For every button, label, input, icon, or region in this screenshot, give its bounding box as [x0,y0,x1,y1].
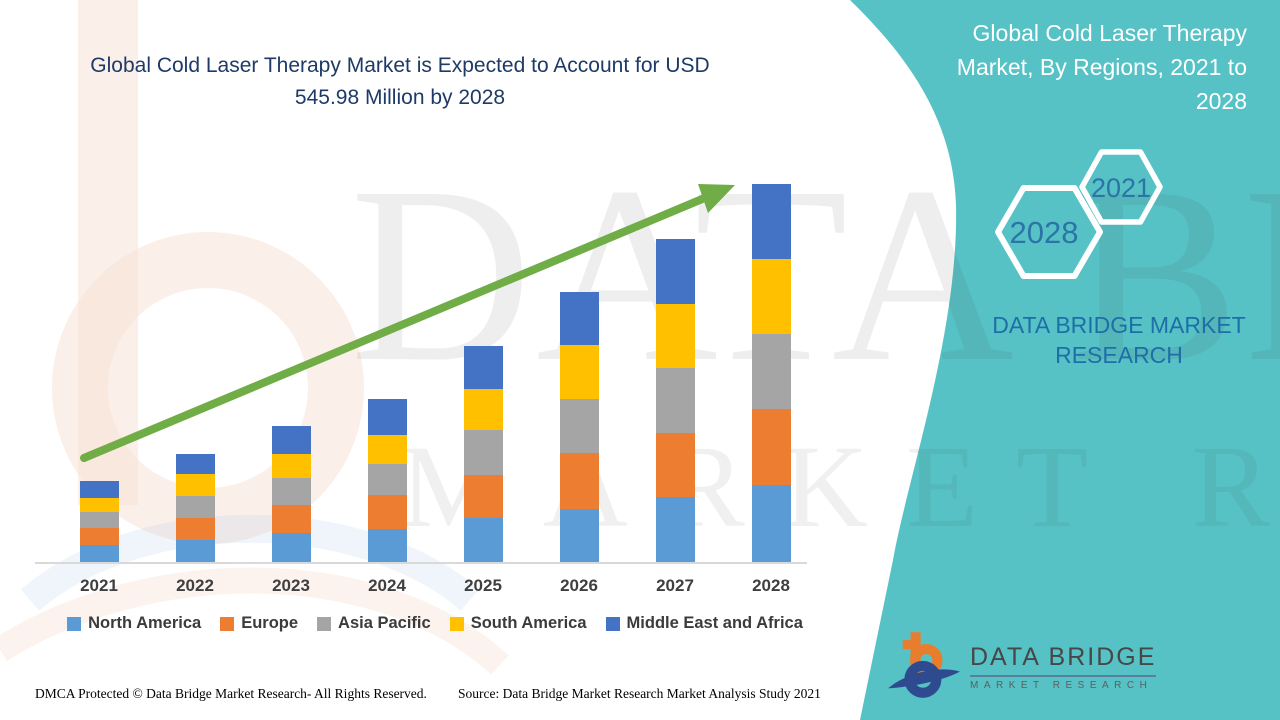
bar-segment-2024 [367,494,407,529]
hexagon-2028-label: 2028 [1010,215,1079,250]
logo-name: DATA BRIDGE [970,643,1157,677]
side-panel-title-line2: Market, By Regions, 2021 to [956,54,1247,80]
legend-label: Europe [241,614,299,632]
bar-segment-2021 [79,511,119,528]
x-axis-line [35,562,807,564]
bar-segment-2022 [175,539,215,562]
bar-segment-2021 [79,480,119,498]
bar-segment-2028 [751,484,791,562]
bar-2028 [751,184,791,562]
bar-segment-2023 [271,532,311,562]
bar-segment-2022 [175,517,215,540]
legend-item-middle-east-and-africa: Middle East and Africa [605,614,803,633]
logo-text-block: DATA BRIDGE MARKET RESEARCH [970,643,1157,691]
side-panel-brand-text: DATA BRIDGE MARKET RESEARCH [992,312,1246,368]
side-panel-title-line1: Global Cold Laser Therapy [972,20,1247,46]
legend-swatch [605,616,620,631]
legend-item-south-america: South America [449,614,587,633]
bar-segment-2028 [751,258,791,335]
bar-segment-2027 [655,496,695,562]
x-axis-label-2025: 2025 [464,576,502,595]
bar-segment-2026 [559,453,599,509]
legend-item-europe: Europe [220,614,298,633]
x-axis-label-2027: 2027 [656,576,694,595]
bar-segment-2026 [559,508,599,562]
chart-title: Global Cold Laser Therapy Market is Expe… [90,54,710,109]
legend-label: North America [88,614,202,632]
x-axis-label-2023: 2023 [272,576,310,595]
x-axis-label-2024: 2024 [368,576,406,595]
dmca-note: DMCA Protected © Data Bridge Market Rese… [35,686,427,701]
x-axis-label-2021: 2021 [80,576,118,595]
bar-segment-2021 [79,497,119,512]
side-panel-title: Global Cold Laser Therapy Market, By Reg… [907,16,1247,118]
legend-swatch [449,616,464,631]
bar-segment-2025 [463,517,503,562]
x-axis-labels: 2021 2022 2023 2024 2025 2026 2027 2028 [35,576,825,600]
legend-item-north-america: North America [67,614,201,633]
databridge-logo: DATA BRIDGE MARKET RESEARCH [888,630,1157,704]
hexagon-2021-icon [1079,149,1163,225]
side-panel-title-line3: 2028 [1195,88,1247,114]
bar-segment-2028 [751,184,791,259]
bar-segment-2022 [175,495,215,518]
chart-legend: North America Europe Asia Pacific South Ame… [35,614,835,633]
bar-segment-2024 [367,463,407,495]
x-axis-label-2022: 2022 [176,576,214,595]
bar-segment-2023 [271,477,311,505]
legend-swatch [220,616,235,631]
databridge-logo-icon [888,632,960,698]
legend-label: South America [470,614,587,632]
bar-segment-2023 [271,504,311,533]
legend-label: Middle East and Africa [626,614,803,632]
bar-segment-2028 [751,409,791,485]
legend-item-asia-pacific: Asia Pacific [317,614,431,633]
x-axis-label-2026: 2026 [560,576,598,595]
bar-segment-2021 [79,544,119,562]
legend-label: Asia Pacific [338,614,431,632]
bar-segment-2022 [175,473,215,496]
bar-2021 [79,480,119,562]
hexagon-2021-label: 2021 [1091,173,1151,203]
bar-segment-2028 [751,334,791,410]
legend-swatch [317,616,332,631]
legend-swatch [67,616,82,631]
source-note: Source: Data Bridge Market Research Mark… [458,686,821,701]
bar-segment-2024 [367,528,407,562]
bar-segment-2021 [79,527,119,545]
bar-segment-2025 [463,474,503,518]
logo-subtitle: MARKET RESEARCH [970,680,1153,691]
x-axis-label-2028: 2028 [752,576,790,595]
hexagon-2028-icon [995,185,1103,279]
